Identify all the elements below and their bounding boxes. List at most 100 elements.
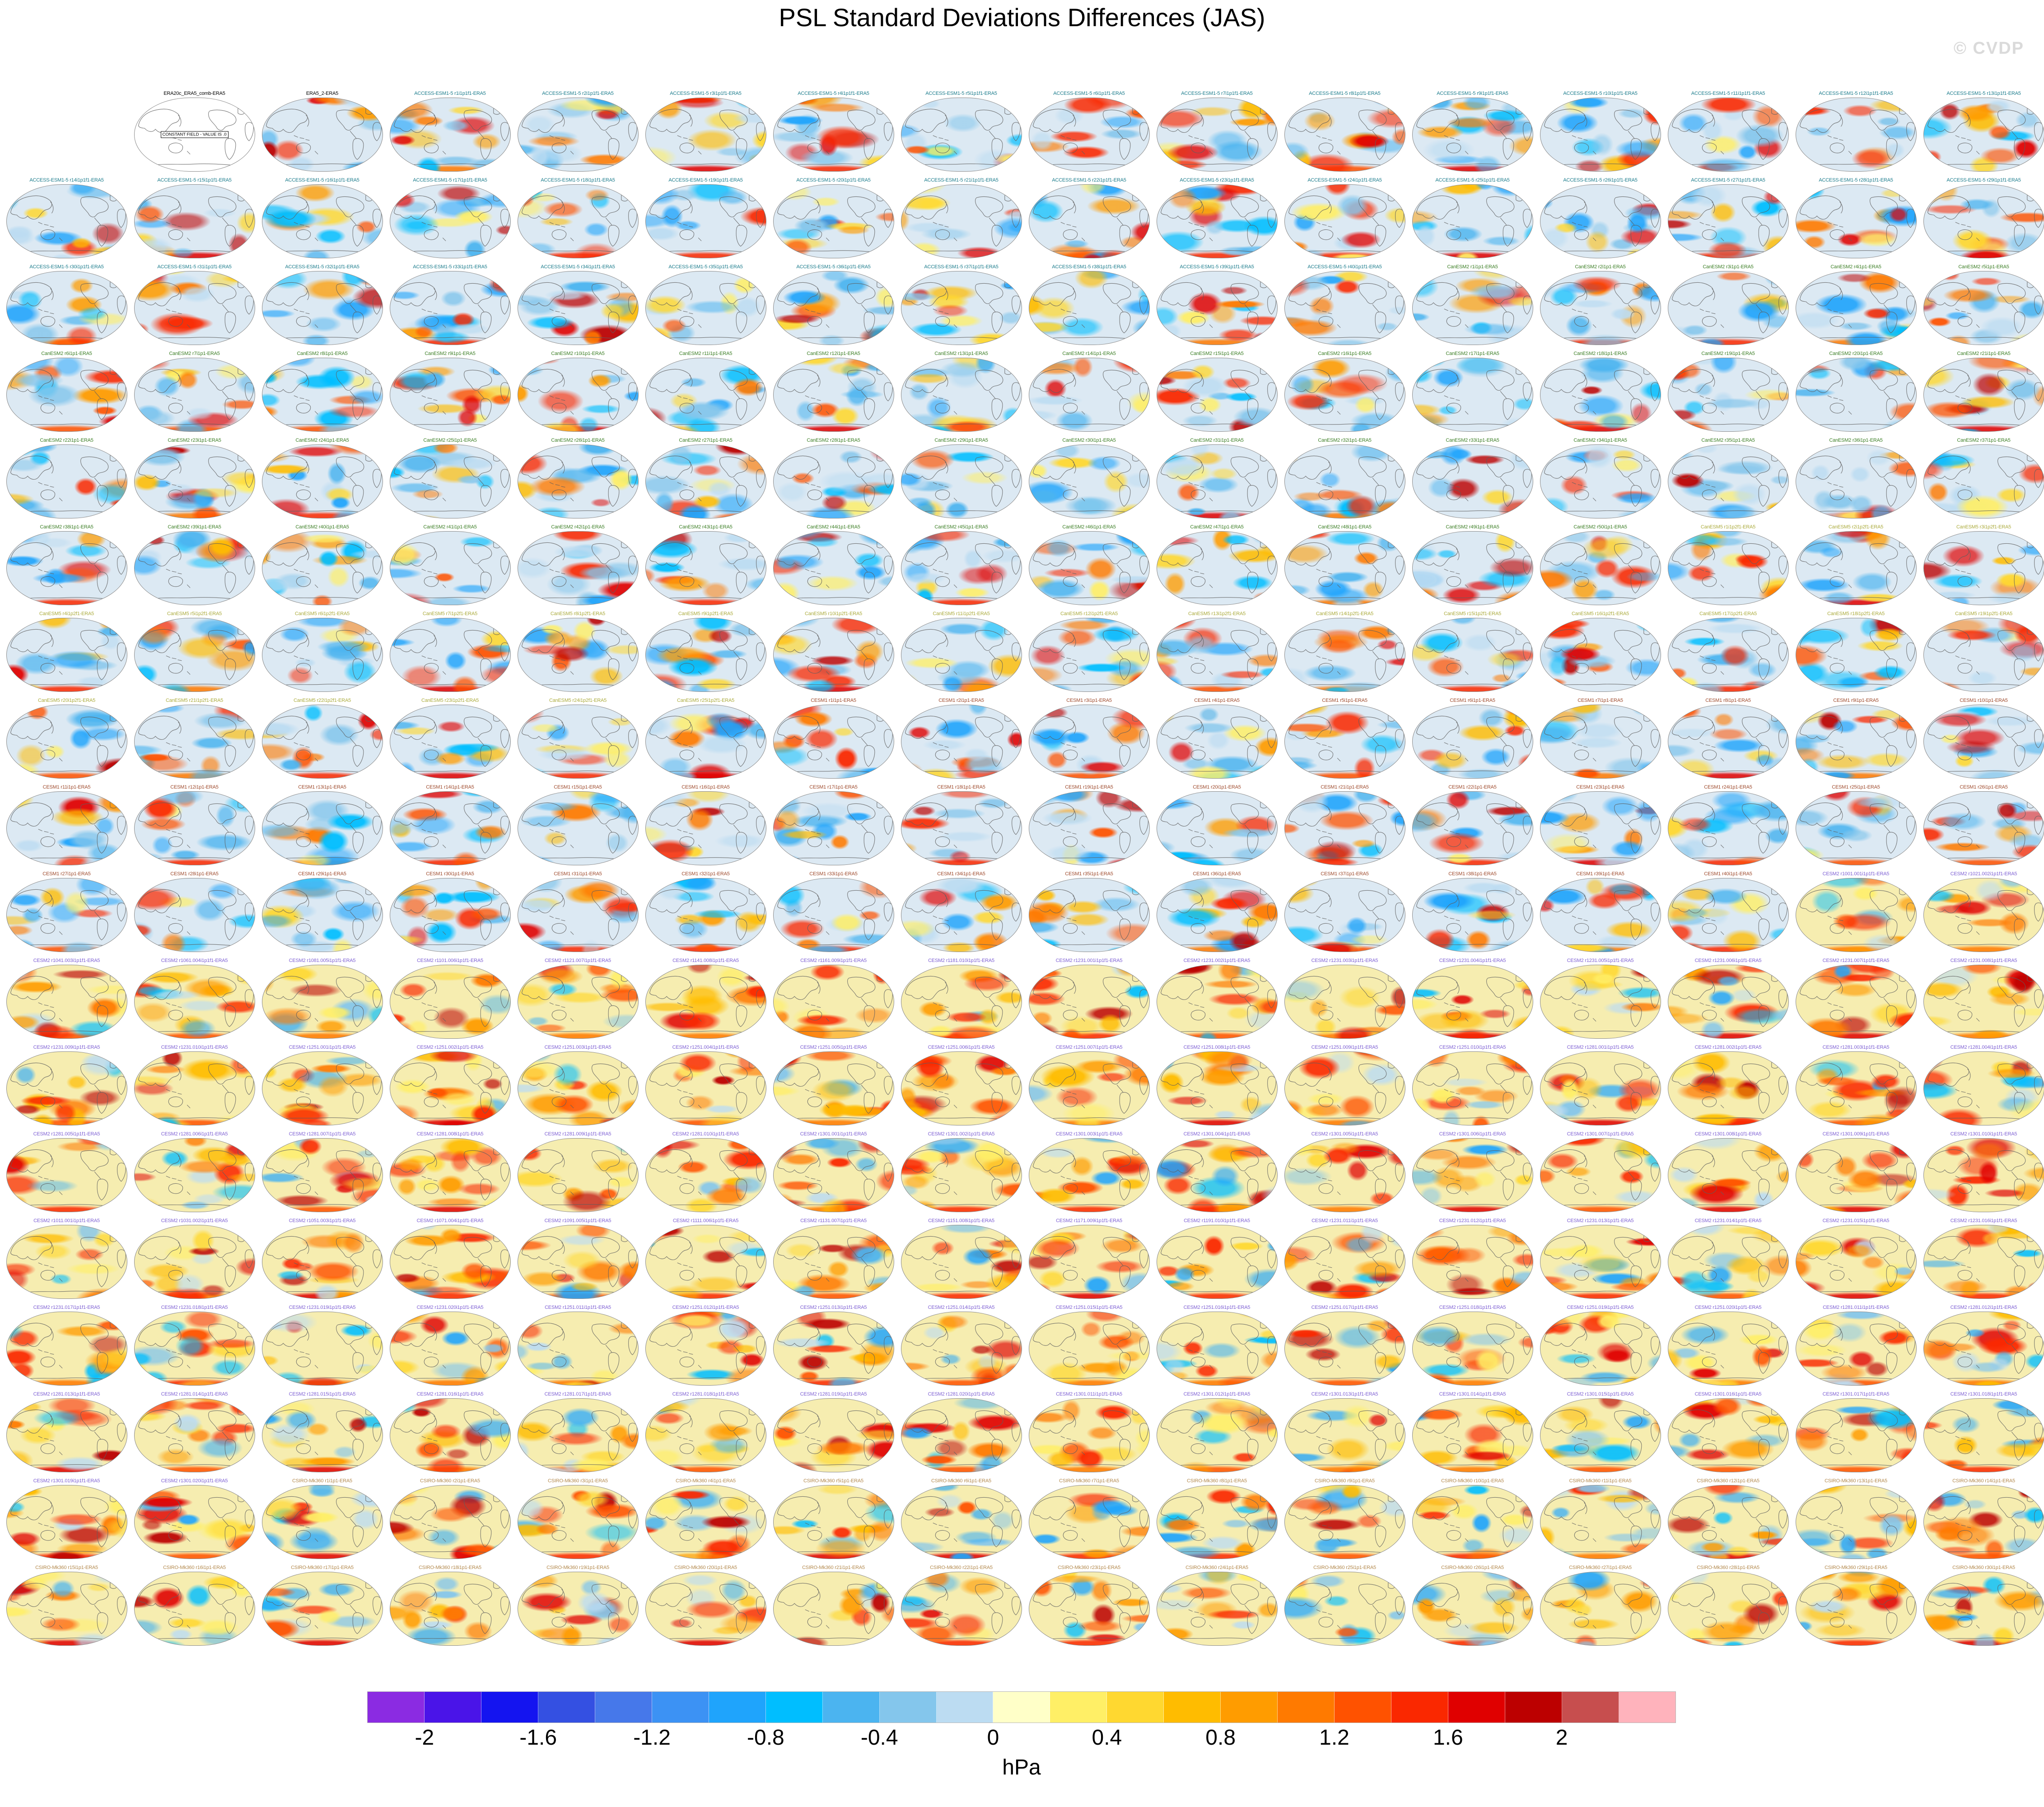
map-globe [645,184,766,258]
map-cell: ACCESS-ESM1-5 r8i1p1f1-ERA5 [1281,89,1409,175]
map-cell: ACCESS-ESM1-5 r10i1p1f1-ERA5 [1536,89,1664,175]
map-cell: ACCESS-ESM1-5 r27i1p1f1-ERA5 [1664,175,1792,262]
map-globe [1156,791,1278,865]
map-cell: CSIRO-Mk360 r14i1p1-ERA5 [1920,1476,2044,1563]
map-cell: CESM1 r23i1p1-ERA5 [1536,782,1664,869]
map-panel-title: ACCESS-ESM1-5 r40i1p1f1-ERA5 [1307,264,1382,270]
map-cell: CanESM2 r24i1p1-ERA5 [258,435,386,522]
map-cell: CESM2 r1231.006i1p1f1-ERA5 [1664,956,1792,1042]
map-cell: ACCESS-ESM1-5 r16i1p1f1-ERA5 [258,175,386,262]
map-globe [389,1572,511,1646]
map-cell: ACCESS-ESM1-5 r40i1p1f1-ERA5 [1281,262,1409,349]
map-panel-title: CESM2 r1281.016i1p1f1-ERA5 [416,1391,484,1397]
map-panel-title: CESM1 r3i1p1-ERA5 [1066,698,1112,703]
world-coastlines-icon [1160,1061,1276,1120]
map-panel-title: CESM2 r1111.006i1p1f1-ERA5 [672,1218,739,1223]
world-coastlines-icon [266,368,382,426]
colorbar-segment [1335,1692,1392,1723]
map-panel-title: CESM2 r1281.019i1p1f1-ERA5 [800,1391,867,1397]
map-globe [389,184,511,258]
map-panel-title: CanESM2 r40i1p1-ERA5 [295,524,349,530]
map-panel-title: CESM1 r23i1p1-ERA5 [1576,784,1624,790]
map-cell: CESM2 r1281.001i1p1f1-ERA5 [1536,1042,1664,1129]
world-coastlines-icon [1671,628,1787,686]
world-coastlines-icon [649,281,765,340]
map-cell: CESM2 r1021.002i1p1f1-ERA5 [1920,869,2044,956]
map-cell: CESM2 r1141.008i1p1f1-ERA5 [642,956,770,1042]
world-coastlines-icon [521,454,637,513]
map-cell: CESM2 r1231.013i1p1f1-ERA5 [1536,1216,1664,1303]
world-coastlines-icon [393,194,509,253]
map-globe [134,878,255,952]
map-panel-title: ACCESS-ESM1-5 r9i1p1f1-ERA5 [1437,91,1508,96]
colorbar-tick-label: -1.6 [519,1726,557,1750]
map-cell: ACCESS-ESM1-5 r21i1p1f1-ERA5 [897,175,1025,262]
map-globe [1795,1225,1917,1299]
world-coastlines-icon [1671,107,1787,166]
map-panel-title: CESM1 r37i1p1-ERA5 [1321,871,1369,877]
colorbar-unit-label: hPa [1002,1756,1041,1779]
map-globe [134,1572,255,1646]
map-panel-title: CESM2 r1231.006i1p1f1-ERA5 [1694,958,1762,963]
map-panel-title: CESM2 r1251.009i1p1f1-ERA5 [1311,1045,1378,1050]
map-cell: CanESM2 r13i1p1-ERA5 [897,349,1025,435]
world-coastlines-icon [1671,1408,1787,1467]
map-panel-title: CanESM2 r7i1p1-ERA5 [169,351,220,356]
map-panel-title: CanESM2 r45i1p1-ERA5 [934,524,988,530]
map-panel-title: CanESM2 r34i1p1-ERA5 [1573,438,1627,443]
map-panel-title: CESM2 r1251.010i1p1f1-ERA5 [1439,1045,1506,1050]
map-cell: CESM2 r1031.002i1p1f1-ERA5 [131,1216,258,1303]
map-cell: CESM2 r1231.005i1p1f1-ERA5 [1536,956,1664,1042]
world-coastlines-icon [1799,1408,1915,1467]
map-globe [389,705,511,779]
map-panel-title: CESM2 r1281.003i1p1f1-ERA5 [1822,1045,1890,1050]
map-cell: ACCESS-ESM1-5 r39i1p1f1-ERA5 [1153,262,1281,349]
map-cell: CESM2 r1231.003i1p1f1-ERA5 [1281,956,1409,1042]
map-cell: CESM2 r1301.006i1p1f1-ERA5 [1409,1129,1536,1216]
map-panel-title: ACCESS-ESM1-5 r1i1p1f1-ERA5 [414,91,486,96]
world-coastlines-icon [1416,454,1532,513]
map-globe [1284,271,1405,345]
map-panel-title: ERA5_2-ERA5 [306,91,339,96]
map-globe [645,705,766,779]
map-panel-title: CESM2 r1231.012i1p1f1-ERA5 [1439,1218,1506,1223]
map-cell: CSIRO-Mk360 r1i1p1-ERA5 [258,1476,386,1563]
map-panel-title: CESM1 r14i1p1-ERA5 [426,784,474,790]
world-coastlines-icon [1799,281,1915,340]
world-coastlines-icon [905,1495,1021,1554]
map-globe [1540,618,1661,692]
world-coastlines-icon [10,714,126,773]
map-globe [773,1572,894,1646]
world-coastlines-icon [521,628,637,686]
world-coastlines-icon [649,1321,765,1380]
map-cell: CESM1 r16i1p1-ERA5 [642,782,770,869]
world-coastlines-icon [1416,194,1532,253]
map-globe [517,1572,639,1646]
world-coastlines-icon [393,628,509,686]
map-globe [1667,531,1789,605]
colorbar-tick-label: -0.8 [747,1726,784,1750]
world-coastlines-icon [266,541,382,600]
map-panel-title: CESM2 r1021.002i1p1f1-ERA5 [1950,871,2017,877]
world-coastlines-icon [905,1148,1021,1207]
map-panel-title: CanESM2 r12i1p1-ERA5 [807,351,860,356]
map-cell: CESM2 r1301.002i1p1f1-ERA5 [897,1129,1025,1216]
map-cell: CESM1 r20i1p1-ERA5 [1153,782,1281,869]
world-coastlines-icon [393,1235,509,1293]
map-globe [517,878,639,952]
map-panel-title: CESM1 r28i1p1-ERA5 [170,871,219,877]
map-cell: CESM2 r1231.010i1p1f1-ERA5 [131,1042,258,1129]
map-globe [1412,1572,1533,1646]
map-globe [1795,1138,1917,1212]
world-coastlines-icon [777,801,893,860]
map-globe [517,271,639,345]
map-globe [1923,1225,2044,1299]
world-coastlines-icon [10,1408,126,1467]
map-cell: CSIRO-Mk360 r17i1p1-ERA5 [258,1563,386,1649]
map-cell: ACCESS-ESM1-5 r7i1p1f1-ERA5 [1153,89,1281,175]
world-coastlines-icon [1416,801,1532,860]
world-coastlines-icon [1288,1061,1404,1120]
map-globe [517,705,639,779]
map-cell: CESM2 r1231.001i1p1f1-ERA5 [1025,956,1153,1042]
map-cell: CSIRO-Mk360 r28i1p1-ERA5 [1664,1563,1792,1649]
